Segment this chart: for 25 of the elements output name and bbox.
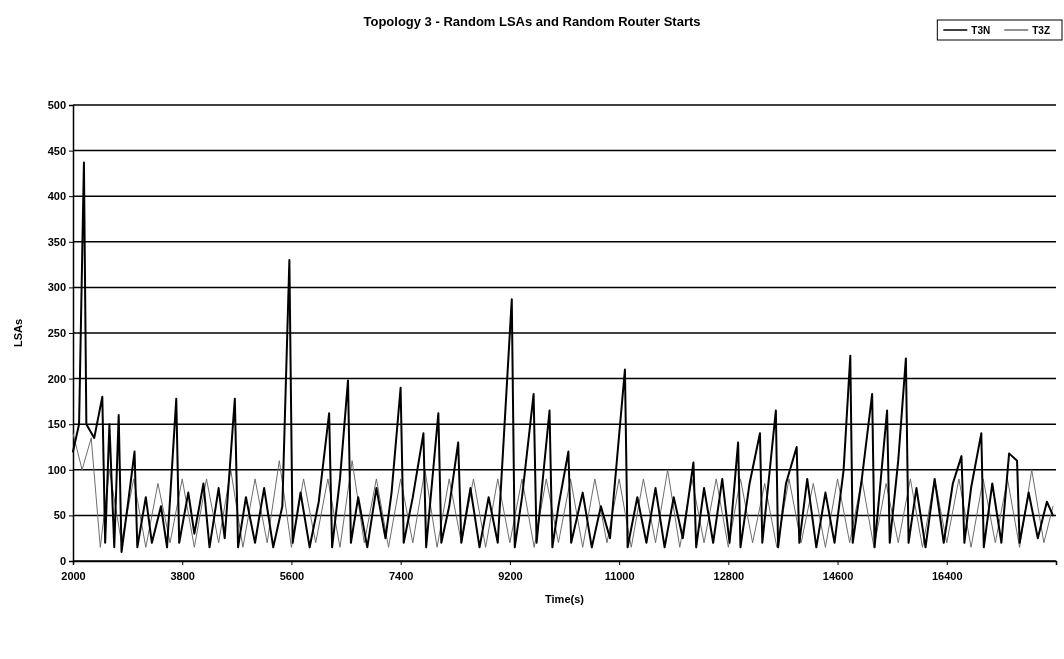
x-tick-label: 9200 [498,570,523,583]
x-tick-label: 12800 [713,570,745,583]
y-tick-label: 450 [47,144,66,157]
y-tick-label: 200 [47,372,66,385]
x-tick-label: 11000 [604,570,635,583]
legend-label: T3N [971,25,991,36]
chart-title: Topology 3 - Random LSAs and Random Router Starts [363,14,701,29]
legend-label: T3Z [1032,25,1050,36]
x-tick-label: 14600 [822,570,854,583]
y-tick-label: 0 [59,555,66,568]
y-tick-label: 50 [53,509,66,522]
x-tick-label: 16400 [931,570,963,583]
x-axis-title: Time(s) [545,593,585,605]
y-tick-label: 150 [47,418,66,431]
y-axis-title: LSAs [12,318,24,348]
y-tick-label: 100 [47,463,66,476]
x-tick-label: 5600 [279,570,305,583]
y-tick-label: 250 [47,327,66,340]
x-tick-label: 3800 [170,570,195,583]
y-tick-label: 300 [47,281,66,294]
x-tick-label: 7400 [388,570,414,583]
x-tick-label: 2000 [61,570,86,583]
y-tick-label: 500 [47,99,66,112]
y-tick-label: 400 [47,190,66,203]
y-tick-label: 350 [47,235,66,248]
